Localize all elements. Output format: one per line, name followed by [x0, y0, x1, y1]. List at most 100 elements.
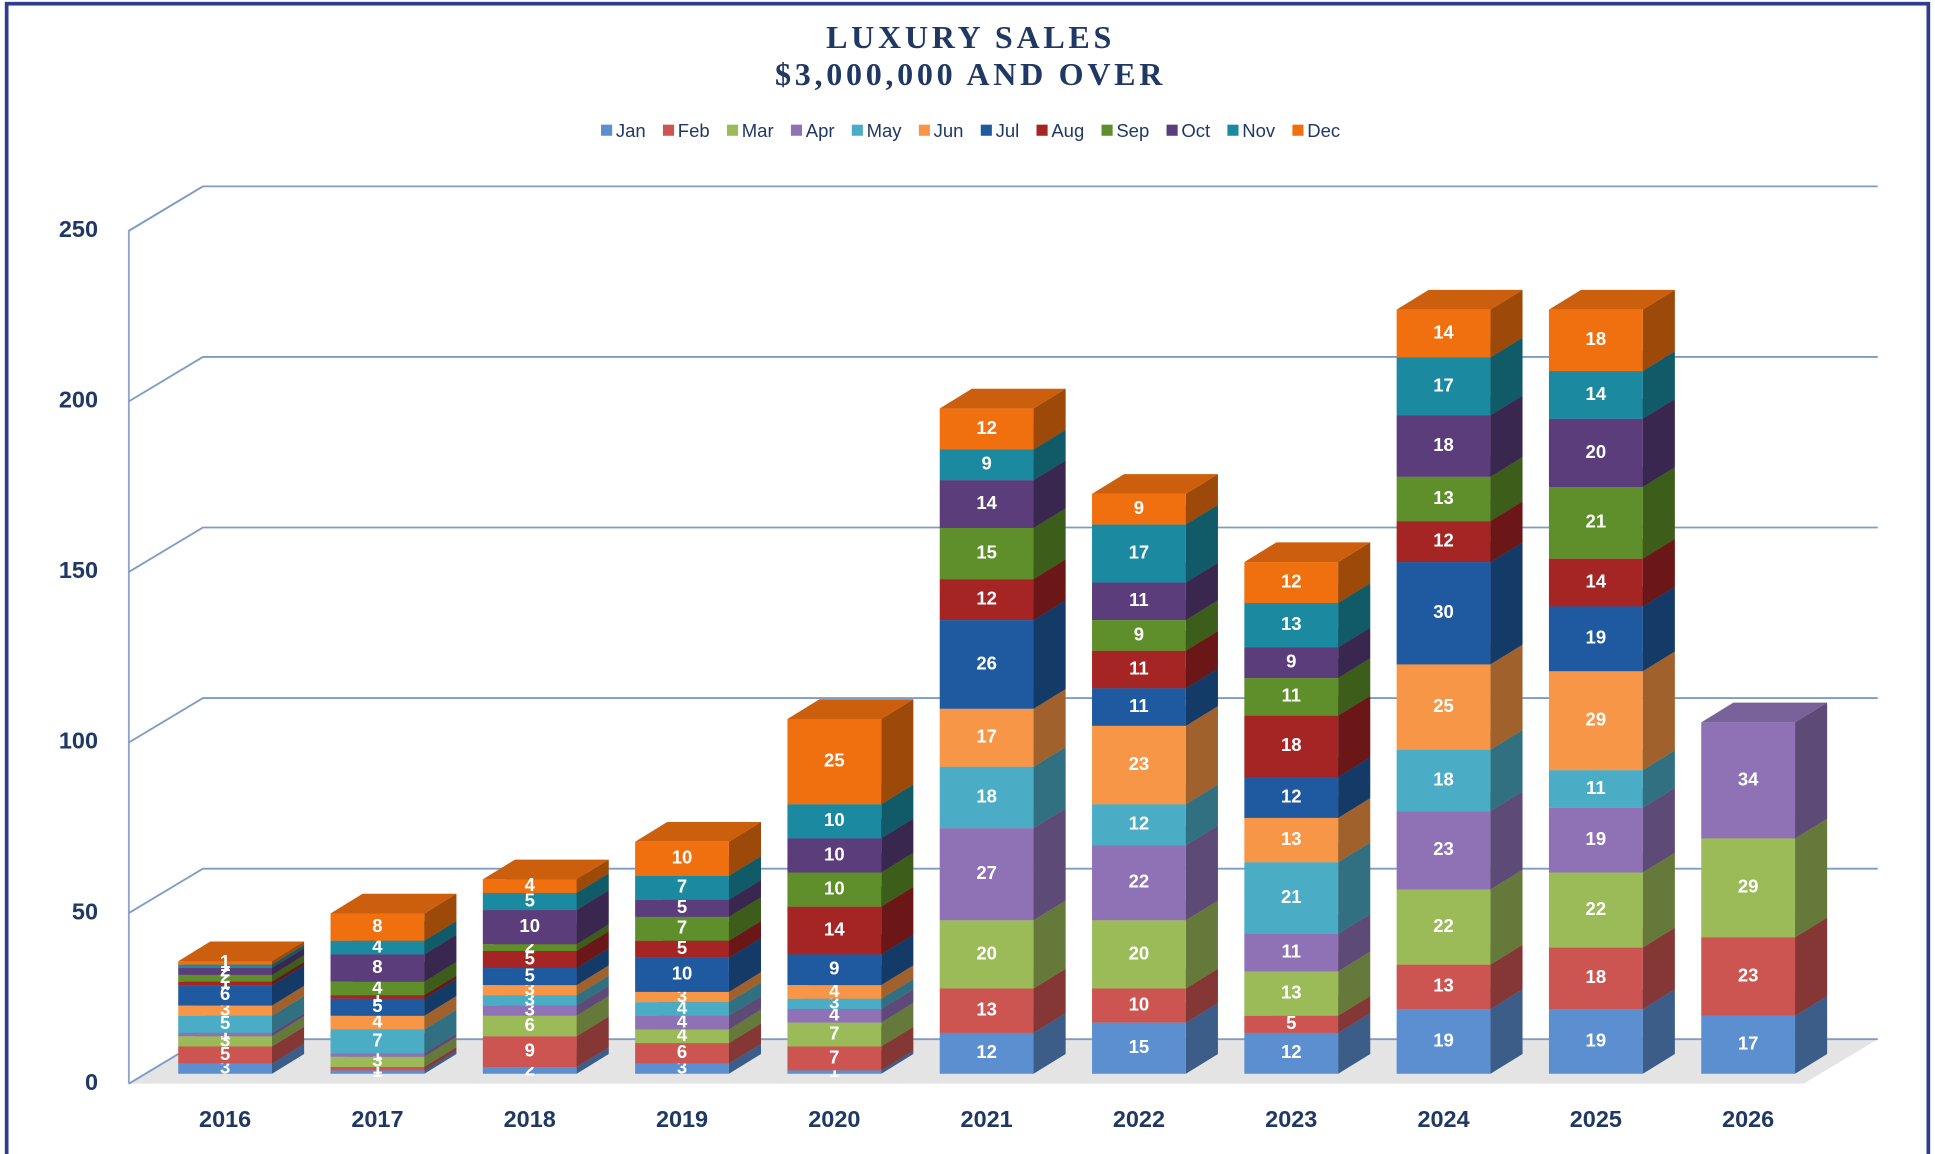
value-label: 19: [1586, 627, 1607, 648]
bar-side-shade: [576, 1047, 609, 1074]
bar-side: [1642, 651, 1675, 771]
bar-segment: [178, 1036, 273, 1047]
bar-side-shade: [1338, 627, 1371, 679]
bar-side-shade: [1033, 429, 1066, 481]
bar-side-shade: [1338, 695, 1371, 777]
bar-segment: [1548, 770, 1643, 808]
value-label: 26: [976, 652, 997, 673]
bar-side: [576, 924, 609, 951]
bar-segment: [330, 1015, 425, 1030]
bar-side: [881, 934, 914, 986]
bar-side-shade: [728, 1009, 762, 1044]
bar-segment: [1244, 862, 1339, 934]
x-tick-label: 2025: [1570, 1106, 1622, 1132]
bar-segment: [1244, 933, 1339, 972]
value-label: 5: [525, 947, 535, 968]
bar-side-shade: [1033, 747, 1066, 829]
bar-side: [728, 1043, 762, 1074]
bar-side: [1033, 900, 1066, 989]
bar-side: [272, 1013, 305, 1037]
value-label: 12: [1281, 785, 1302, 806]
legend-swatch: [918, 124, 930, 136]
bar-side-shade: [576, 924, 609, 951]
legend-swatch: [790, 124, 803, 136]
value-label: 3: [525, 999, 535, 1020]
legend-label: Jan: [616, 120, 646, 141]
value-label: 10: [672, 963, 693, 984]
x-tick-label: 2023: [1265, 1106, 1317, 1132]
bar-side-shade: [424, 1009, 457, 1054]
bar-side-shade: [272, 955, 305, 982]
legend-label: Feb: [678, 120, 710, 141]
bar-top: [1701, 702, 1828, 723]
bar-side: [728, 822, 762, 876]
value-label: 5: [1286, 1012, 1296, 1033]
bar-side-shade: [1033, 388, 1066, 450]
bar-side-shade: [1185, 968, 1218, 1023]
bar-side-shade: [272, 948, 305, 975]
value-label: 17: [1433, 374, 1454, 395]
axis-wall: [127, 185, 204, 1084]
bar-segment: [787, 1022, 882, 1047]
value-label: 15: [1129, 1036, 1150, 1057]
x-tick-label: 2026: [1722, 1106, 1774, 1132]
value-label: 1: [220, 971, 230, 992]
bar-segment: [178, 1005, 273, 1016]
value-label: 3: [525, 988, 535, 1009]
value-label: 4: [677, 997, 688, 1018]
bar-segment: [787, 1008, 882, 1023]
bar-side: [272, 985, 305, 1016]
y-tick-label: 250: [59, 216, 98, 242]
bar-side-shade: [881, 965, 914, 999]
bar-side-shade: [1490, 337, 1523, 416]
bar-segment: [1092, 524, 1186, 583]
bar-side: [1338, 627, 1371, 679]
value-label: 10: [672, 847, 693, 868]
value-label: 9: [981, 453, 991, 474]
value-label: 3: [372, 1050, 382, 1071]
bar-segment: [1396, 889, 1491, 965]
bar-side: [1033, 747, 1066, 829]
bar-side-shade: [1490, 944, 1523, 1009]
bar-side-shade: [1033, 900, 1066, 989]
bar-side-shade: [881, 1002, 914, 1047]
value-label: 3: [220, 1057, 230, 1078]
bar-top: [482, 859, 609, 880]
bar-side: [1338, 658, 1371, 716]
value-label: 14: [1433, 321, 1454, 342]
bar-segment: [939, 766, 1034, 829]
bar-side: [1490, 501, 1523, 563]
bar-side: [1642, 586, 1675, 672]
bar-segment: [1396, 811, 1491, 890]
bar-segment: [482, 944, 577, 951]
bar-segment: [1244, 603, 1339, 648]
bar-side: [1338, 798, 1371, 863]
value-label: 3: [220, 999, 230, 1020]
bar-side: [881, 1002, 914, 1047]
value-label: 7: [829, 1046, 839, 1067]
bar-side: [1490, 869, 1523, 965]
bar-top-shade: [1548, 289, 1675, 310]
bar-side-shade: [576, 996, 609, 1037]
bar-side-shade: [1490, 791, 1523, 890]
bar-segment: [1548, 309, 1643, 372]
value-label: 18: [1586, 966, 1607, 987]
bar-segment: [787, 718, 882, 805]
value-label: 20: [1129, 942, 1150, 963]
bar-side: [272, 965, 305, 1006]
bar-side: [272, 944, 305, 969]
bar-segment: [787, 954, 882, 986]
value-label: 12: [1281, 570, 1302, 591]
value-label: 3: [525, 978, 535, 999]
bar-side-shade: [1795, 996, 1828, 1074]
bar-side: [1338, 914, 1371, 972]
value-label: 2: [525, 935, 535, 956]
bar-segment: [1548, 872, 1643, 948]
legend-label: Sep: [1116, 120, 1149, 141]
bar-side: [576, 1016, 609, 1067]
bar-segment: [1092, 725, 1186, 805]
legend-label: Nov: [1242, 120, 1276, 141]
bar-segment: [178, 974, 273, 982]
bar-side: [1185, 668, 1218, 726]
bar-side: [728, 920, 762, 958]
